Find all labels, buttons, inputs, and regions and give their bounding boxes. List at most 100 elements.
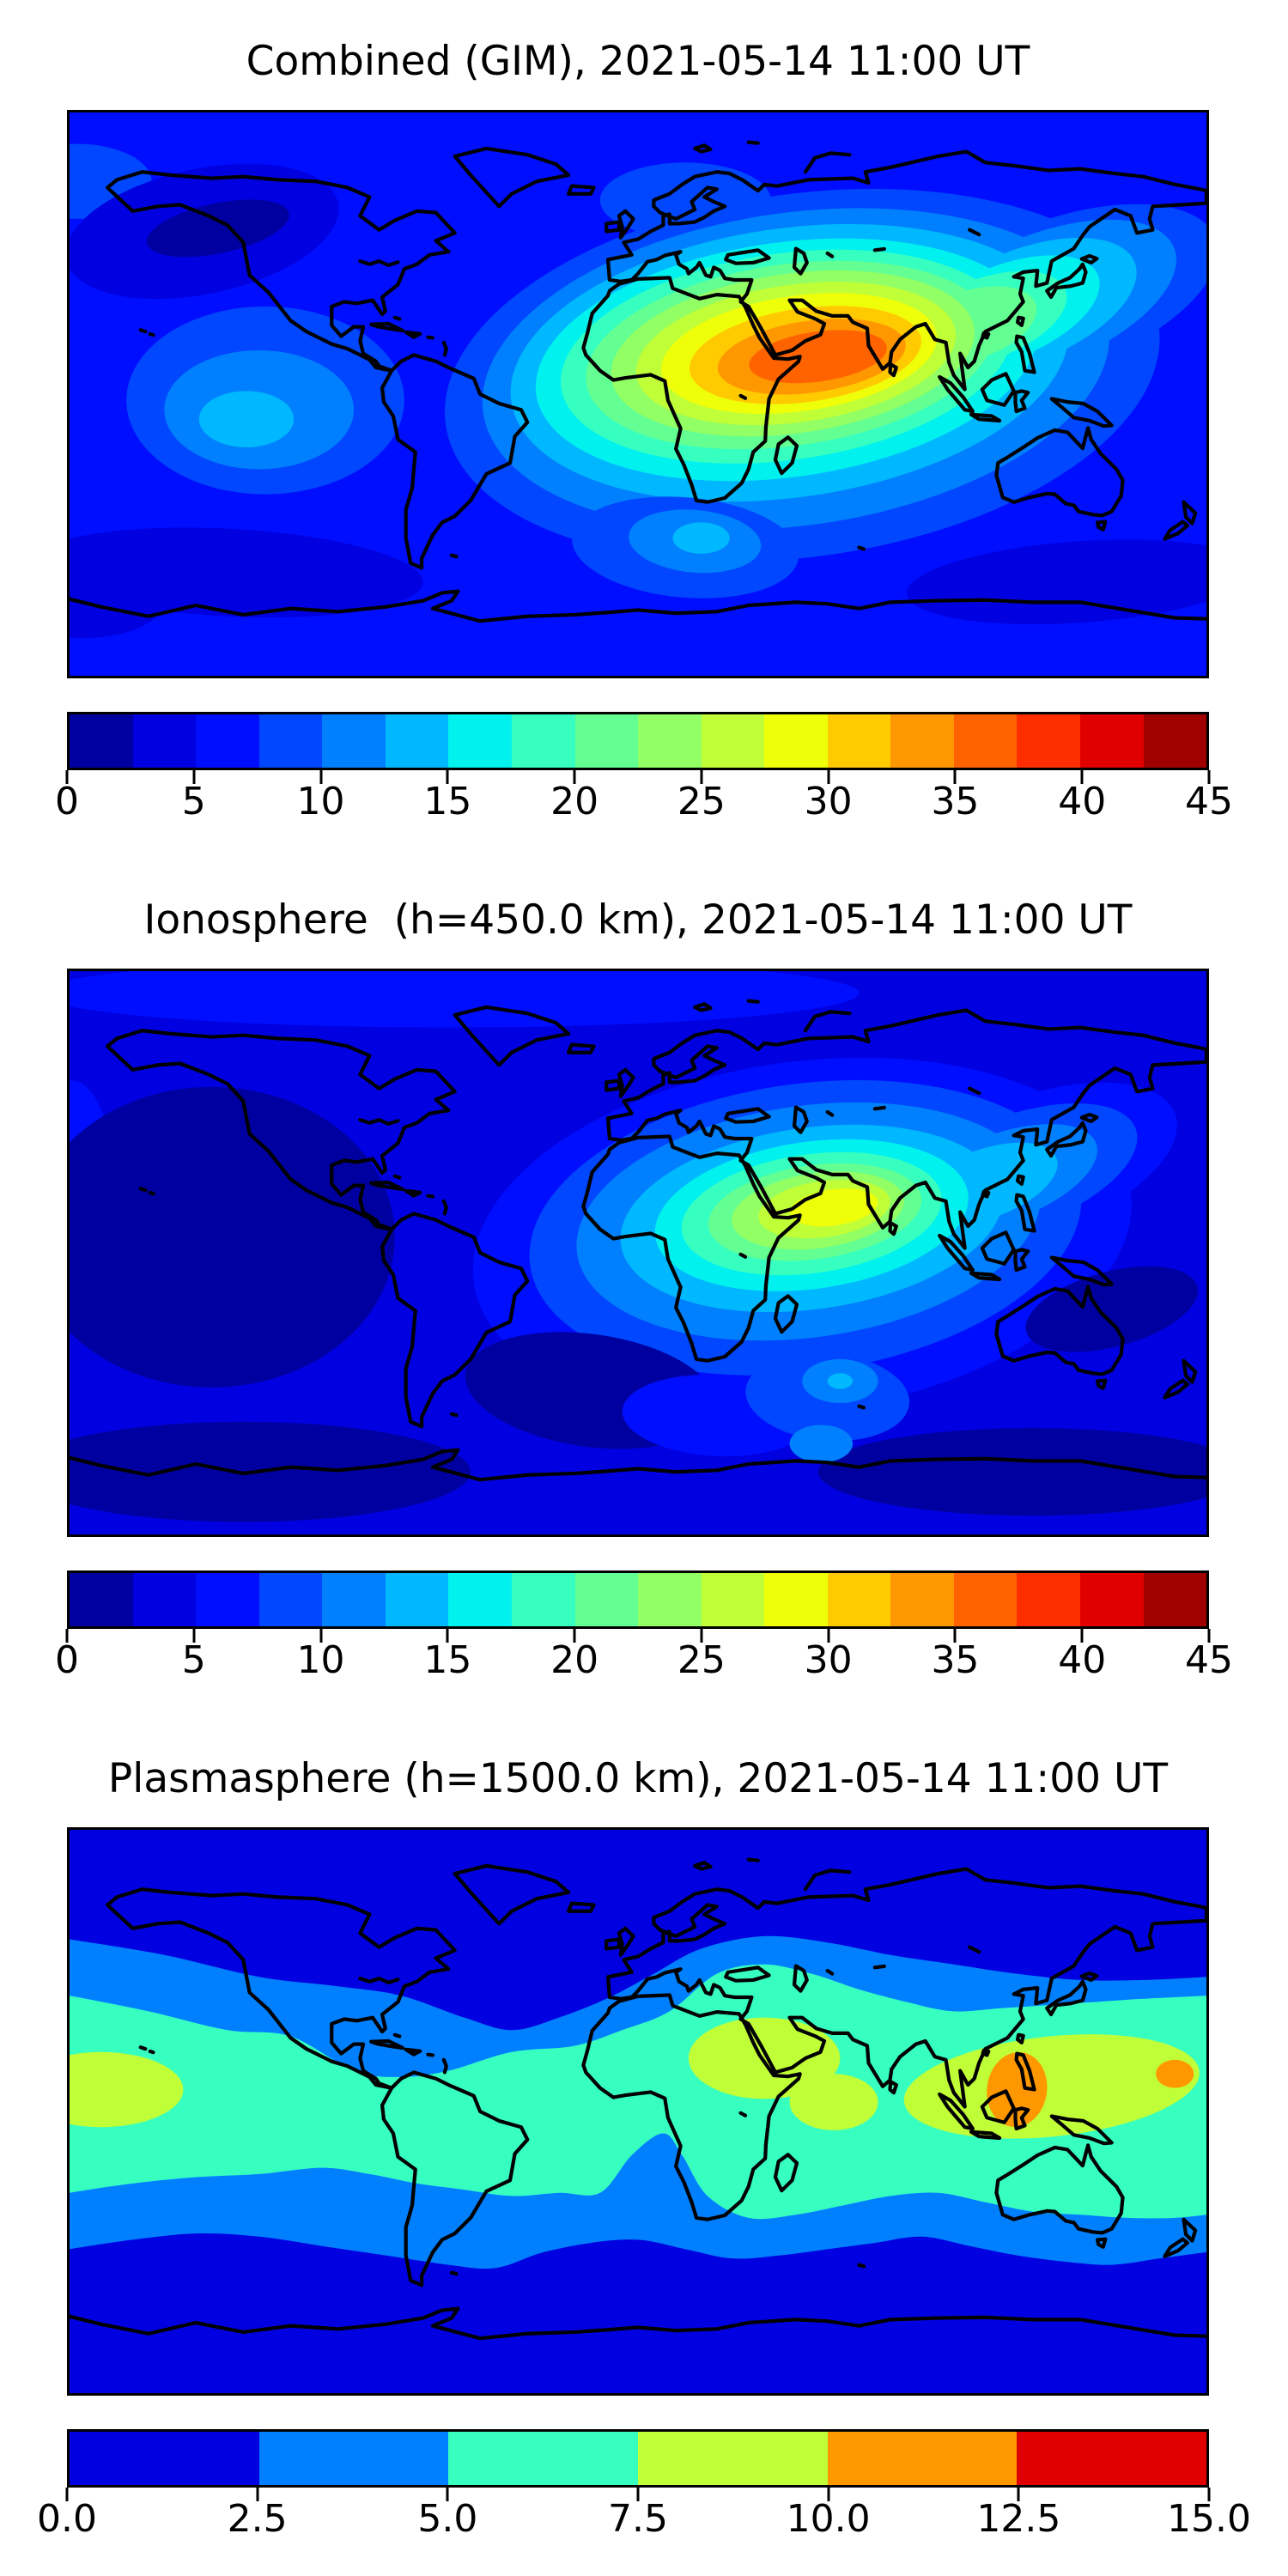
colorbar-segment xyxy=(1080,714,1144,768)
contour-band xyxy=(1156,2059,1194,2088)
colorbar-segment xyxy=(1017,1573,1080,1626)
colorbar-segment xyxy=(258,714,323,768)
colorbar-tick-label: 30 xyxy=(804,1638,853,1682)
colorbar-segment xyxy=(511,1573,575,1626)
colorbar-tick-label: 5.0 xyxy=(417,2497,478,2541)
colorbar-segment xyxy=(638,714,702,768)
colorbar-segment xyxy=(322,1573,386,1626)
colorbar-tick xyxy=(1207,2488,1211,2501)
contour-band xyxy=(987,2051,1048,2128)
colorbar-tick xyxy=(953,1629,957,1643)
colorbar-segment xyxy=(258,1573,323,1626)
contour-band xyxy=(70,1421,471,1522)
colorbar-segment xyxy=(953,714,1018,768)
colorbar-tick-label: 35 xyxy=(931,780,980,823)
colorbar-tick xyxy=(319,1629,323,1643)
contour-band xyxy=(749,330,887,384)
contour-band xyxy=(688,2017,841,2099)
contour-map-ionosphere-svg xyxy=(70,971,1206,1534)
colorbar-ionosphere xyxy=(67,1571,1209,1629)
colorbar-tick-label: 15 xyxy=(423,780,472,823)
colorbar-tick-labels-plasmasphere: 0.0 2.5 5.0 7.5 10.0 12.5 15.0 xyxy=(37,2497,1251,2551)
panel-plasmasphere: Plasmasphere (h=1500.0 km), 2021-05-14 1… xyxy=(37,1717,1251,2576)
contour-band xyxy=(70,971,860,1028)
map-combined xyxy=(67,110,1209,678)
colorbar-tick-label: 40 xyxy=(1058,1638,1107,1682)
colorbar-segment xyxy=(132,1573,197,1626)
map-plasmasphere xyxy=(67,1827,1209,2396)
colorbar-tick-label: 25 xyxy=(677,1638,726,1682)
colorbar-segment xyxy=(258,2432,449,2485)
contour-band xyxy=(70,1086,395,1388)
colorbar-tick xyxy=(827,1629,830,1643)
colorbar-segment xyxy=(448,2432,639,2485)
colorbar-tick xyxy=(1080,770,1084,784)
colorbar-segment xyxy=(70,2432,259,2485)
colorbar-segment xyxy=(827,2432,1018,2485)
colorbar-ticks-combined xyxy=(65,770,1211,785)
colorbar-tick xyxy=(65,770,69,784)
contour-band xyxy=(1025,1266,1198,1352)
contour-band xyxy=(70,562,165,639)
contour-map-combined-svg xyxy=(70,112,1206,676)
contour-band xyxy=(146,199,289,258)
colorbar-segment xyxy=(701,714,765,768)
colorbar-segment xyxy=(322,714,386,768)
colorbar-segment xyxy=(638,1573,702,1626)
contour-band xyxy=(827,1373,854,1389)
colorbar-tick xyxy=(446,1629,449,1643)
panel-title-plasmasphere: Plasmasphere (h=1500.0 km), 2021-05-14 1… xyxy=(107,1755,1169,1802)
colorbar-tick-label: 12.5 xyxy=(976,2497,1061,2541)
colorbar-tick-label: 0.0 xyxy=(37,2497,97,2541)
colorbar-segment xyxy=(196,714,259,768)
colorbar-tick xyxy=(636,2488,640,2501)
colorbar-segment xyxy=(132,714,197,768)
colorbar-tick-label: 10 xyxy=(296,1638,345,1682)
colorbar-tick-label: 40 xyxy=(1058,780,1107,823)
colorbar-segment xyxy=(1017,2432,1207,2485)
colorbar-tick xyxy=(65,1629,69,1643)
colorbar-segment xyxy=(1143,1573,1207,1626)
contour-band xyxy=(789,2074,878,2130)
colorbar-plasmasphere xyxy=(67,2429,1209,2488)
colorbar-segment xyxy=(574,714,639,768)
colorbar-segment xyxy=(638,2432,828,2485)
colorbar-tick-labels-combined: 0 5 10 15 20 25 30 35 40 45 xyxy=(55,780,1233,834)
colorbar-segment xyxy=(448,1573,512,1626)
colorbar-segment xyxy=(764,714,828,768)
colorbar-tick-label: 0 xyxy=(55,780,79,823)
colorbar-tick-label: 20 xyxy=(550,1638,599,1682)
colorbar-ticks-ionosphere xyxy=(65,1629,1211,1643)
colorbar-tick-label: 35 xyxy=(931,1638,980,1682)
colorbar-tick-label: 15 xyxy=(423,1638,472,1682)
colorbar-tick-label: 0 xyxy=(55,1638,79,1682)
colorbar-tick xyxy=(827,770,830,784)
colorbar-tick xyxy=(319,770,323,784)
colorbar-tick-label: 45 xyxy=(1185,780,1233,823)
colorbar-tick xyxy=(1207,770,1211,784)
contour-band xyxy=(70,1964,1206,2220)
colorbar-combined xyxy=(67,712,1209,770)
colorbar-segment xyxy=(764,1573,828,1626)
contour-band xyxy=(903,2034,1200,2139)
colorbar-tick-label: 25 xyxy=(677,780,726,823)
colorbar-tick-label: 45 xyxy=(1185,1638,1233,1682)
colorbar-tick xyxy=(256,2488,259,2501)
colorbar-segment xyxy=(827,714,891,768)
colorbar-segment xyxy=(1017,714,1080,768)
colorbar-tick xyxy=(573,1629,576,1643)
colorbar-tick xyxy=(446,2488,449,2501)
colorbar-segment xyxy=(70,1573,133,1626)
colorbar-tick xyxy=(1207,1629,1211,1643)
colorbar-segment xyxy=(574,1573,639,1626)
colorbar-tick-label: 15.0 xyxy=(1167,2497,1251,2541)
colorbar-tick-label: 10.0 xyxy=(786,2497,871,2541)
colorbar-segment xyxy=(448,714,512,768)
colorbar-tick xyxy=(446,770,449,784)
colorbar-segment xyxy=(1080,1573,1144,1626)
colorbar-tick-label: 5 xyxy=(181,1638,206,1682)
colorbar-segment xyxy=(701,1573,765,1626)
colorbar-segment xyxy=(953,1573,1018,1626)
colorbar-segment xyxy=(70,714,133,768)
panel-combined: Combined (GIM), 2021-05-14 11:00 UT 0 5 10… xyxy=(55,0,1233,859)
